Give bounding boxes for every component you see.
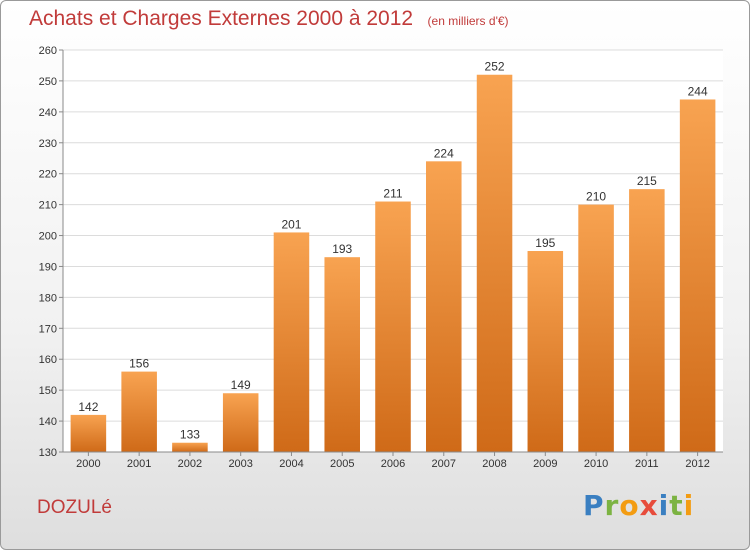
x-tick-label: 2009 bbox=[533, 458, 557, 470]
x-tick-label: 2012 bbox=[685, 458, 709, 470]
bar-2001 bbox=[121, 371, 157, 452]
title-main: Achats et Charges Externes 2000 à 2012 bbox=[29, 7, 414, 30]
logo-letter: t bbox=[669, 489, 684, 522]
logo-letter: o bbox=[619, 489, 640, 522]
y-tick-label: 220 bbox=[39, 169, 57, 181]
bars bbox=[70, 74, 716, 453]
bar-2006 bbox=[375, 201, 411, 452]
data-label: 195 bbox=[535, 236, 555, 250]
data-label: 149 bbox=[231, 378, 251, 392]
x-tick-label: 2003 bbox=[228, 458, 252, 470]
proxiti-logo: Proxiti bbox=[583, 489, 694, 522]
bar-2012 bbox=[679, 99, 716, 452]
y-tick-label: 140 bbox=[39, 416, 57, 428]
bar-2004 bbox=[273, 232, 310, 452]
logo-letter: i bbox=[658, 489, 670, 522]
x-tick-label: 2011 bbox=[635, 458, 659, 470]
chart-title: Achats et Charges Externes 2000 à 2012 (… bbox=[29, 7, 509, 31]
y-tick-label: 200 bbox=[39, 231, 57, 243]
data-label: 156 bbox=[129, 357, 149, 371]
logo-letter: P bbox=[583, 489, 605, 522]
data-label: 252 bbox=[485, 60, 505, 74]
logo-letter: r bbox=[604, 489, 620, 522]
y-tick-label: 230 bbox=[39, 138, 57, 150]
y-tick-label: 260 bbox=[39, 45, 57, 57]
bar-2005 bbox=[324, 257, 360, 452]
x-tick-label: 2001 bbox=[127, 458, 151, 470]
x-tick-label: 2000 bbox=[76, 458, 100, 470]
commune-name: DOZULé bbox=[37, 497, 112, 518]
y-tick-label: 130 bbox=[39, 447, 57, 459]
y-tick-label: 210 bbox=[39, 200, 57, 212]
data-label: 215 bbox=[637, 174, 657, 188]
x-tick-label: 2010 bbox=[584, 458, 608, 470]
data-label: 193 bbox=[332, 242, 352, 256]
y-tick-label: 170 bbox=[39, 323, 57, 335]
y-tick-label: 160 bbox=[39, 354, 57, 366]
labels: 130 140 150 160 170 180 190 200 210 220 230 240 250 2… bbox=[39, 45, 710, 470]
y-tick-label: 240 bbox=[39, 107, 57, 119]
x-tick-label: 2006 bbox=[381, 458, 405, 470]
x-tick-label: 2004 bbox=[279, 458, 303, 470]
bar-2003 bbox=[222, 393, 259, 452]
bar-2009 bbox=[527, 251, 564, 452]
bar-2002 bbox=[172, 442, 208, 452]
y-tick-label: 190 bbox=[39, 261, 57, 273]
data-label: 244 bbox=[688, 84, 708, 98]
data-label: 133 bbox=[180, 428, 200, 442]
data-label: 142 bbox=[78, 400, 98, 414]
title-unit: (en milliers d'€) bbox=[427, 14, 509, 28]
bar-2000 bbox=[70, 414, 107, 452]
bar-2007 bbox=[426, 161, 462, 453]
logo-letter: i bbox=[683, 489, 695, 522]
axes bbox=[59, 49, 723, 456]
x-tick-label: 2005 bbox=[330, 458, 354, 470]
x-tick-label: 2007 bbox=[432, 458, 456, 470]
y-tick-label: 250 bbox=[39, 76, 57, 88]
data-label: 210 bbox=[586, 190, 606, 204]
y-tick-label: 150 bbox=[39, 385, 57, 397]
bar-2011 bbox=[629, 189, 665, 452]
y-tick-label: 180 bbox=[39, 292, 57, 304]
x-tick-label: 2002 bbox=[178, 458, 202, 470]
bar-2008 bbox=[476, 74, 513, 452]
x-tick-label: 2008 bbox=[482, 458, 506, 470]
data-label: 211 bbox=[383, 187, 402, 201]
logo-letter: x bbox=[639, 489, 659, 522]
data-label: 224 bbox=[434, 146, 454, 160]
bar-2010 bbox=[578, 204, 614, 452]
data-label: 201 bbox=[281, 217, 301, 231]
